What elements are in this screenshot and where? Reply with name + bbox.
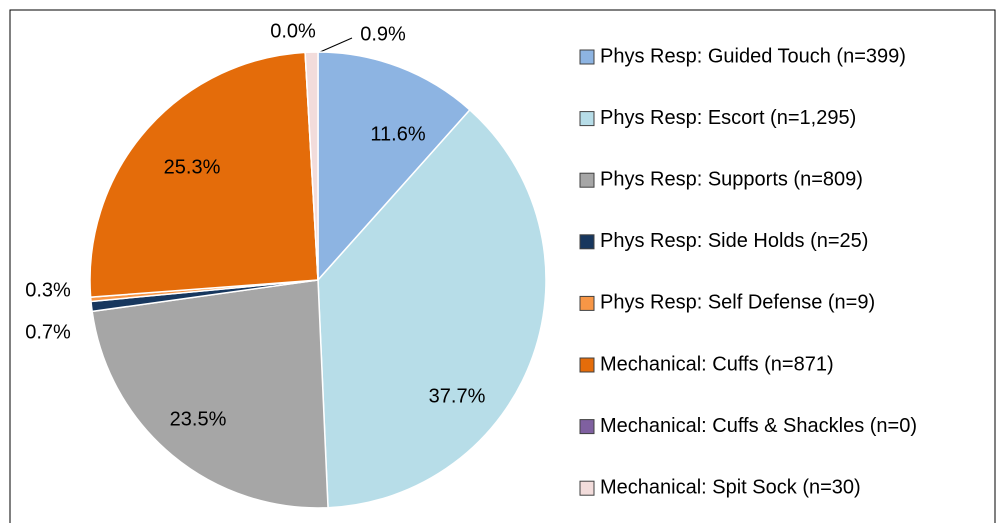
pie-slice bbox=[317, 108, 547, 509]
data-label: 0.9% bbox=[360, 23, 406, 45]
legend-swatch bbox=[579, 419, 595, 435]
legend-swatch bbox=[579, 295, 595, 311]
data-label: 23.5% bbox=[170, 408, 227, 430]
legend-label: Phys Resp: Guided Touch (n=399) bbox=[600, 45, 906, 67]
legend-label: Phys Resp: Side Holds (n=25) bbox=[600, 230, 868, 252]
legend-swatch bbox=[579, 480, 595, 496]
leader-line bbox=[319, 37, 353, 53]
legend-label: Phys Resp: Self Defense (n=9) bbox=[600, 292, 875, 314]
pie: 11.6% 37.7% 23.5% 0.7% 0.3% 25.3% 0.0% 0.9% bbox=[25, 20, 547, 509]
legend-swatch bbox=[579, 111, 595, 127]
data-label: 25.3% bbox=[164, 156, 221, 178]
pie-slice bbox=[304, 51, 319, 281]
legend-label: Mechanical: Cuffs (n=871) bbox=[600, 353, 834, 375]
legend-label: Phys Resp: Supports (n=809) bbox=[600, 168, 863, 190]
chart-border bbox=[9, 9, 996, 523]
data-label: 0.0% bbox=[270, 20, 316, 42]
legend-swatch bbox=[579, 49, 595, 65]
legend-label: Mechanical: Cuffs & Shackles (n=0) bbox=[600, 415, 917, 437]
legend-swatch bbox=[579, 234, 595, 250]
data-label: 11.6% bbox=[370, 123, 425, 145]
legend-swatch bbox=[579, 172, 595, 188]
pie-slice bbox=[317, 51, 471, 282]
pie-slice bbox=[91, 279, 329, 509]
data-label: 37.7% bbox=[429, 385, 486, 407]
legend-swatch bbox=[579, 357, 595, 373]
data-label: 0.3% bbox=[25, 279, 71, 301]
legend-label: Mechanical: Spit Sock (n=30) bbox=[600, 476, 861, 498]
data-label: 0.7% bbox=[25, 321, 71, 343]
legend-label: Phys Resp: Escort (n=1,295) bbox=[600, 107, 856, 129]
pie-slice bbox=[89, 51, 319, 298]
legend: Phys Resp: Guided Touch (n=399) Phys Resp… bbox=[579, 45, 917, 498]
